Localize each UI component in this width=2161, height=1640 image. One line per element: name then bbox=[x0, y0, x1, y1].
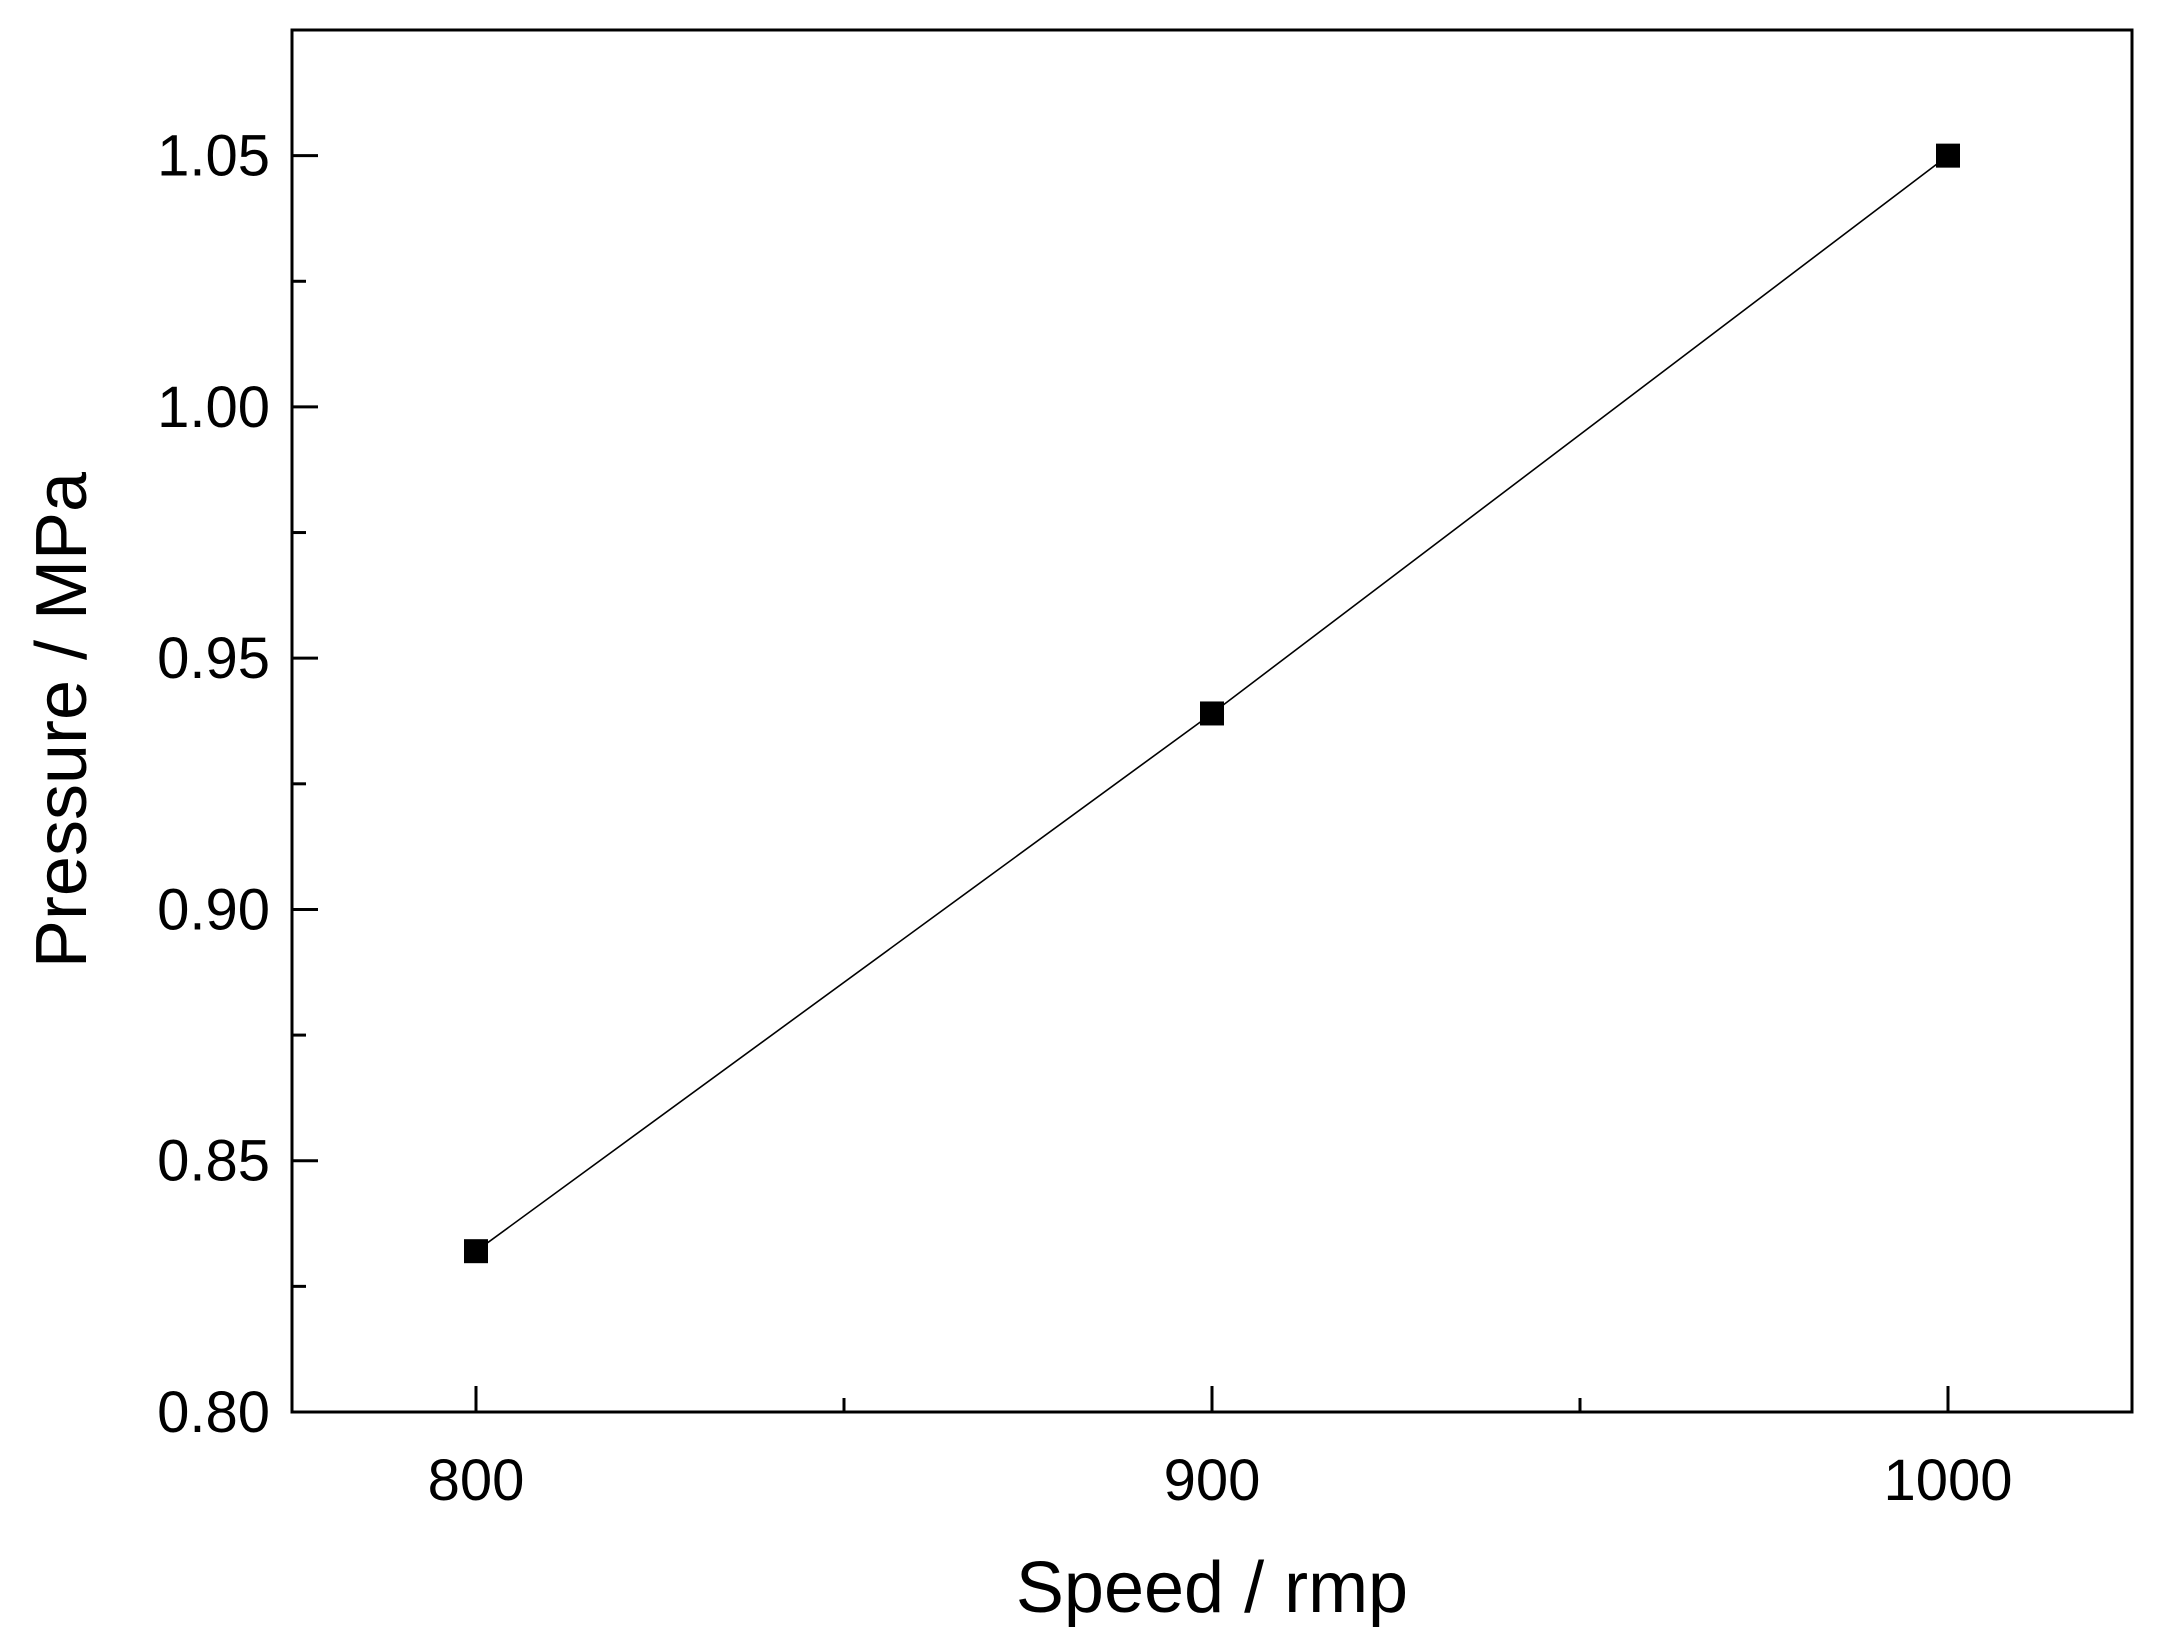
y-tick-label: 1.00 bbox=[157, 375, 270, 440]
x-axis-ticks bbox=[474, 1386, 1950, 1412]
x-axis-title: Speed / rmp bbox=[1016, 1548, 1408, 1628]
y-tick-label: 1.05 bbox=[157, 124, 270, 189]
x-tick-label: 1000 bbox=[1883, 1448, 2012, 1513]
y-tick-label: 0.90 bbox=[157, 877, 270, 942]
y-tick-label: 0.95 bbox=[157, 626, 270, 691]
y-axis-title: Pressure / MPa bbox=[22, 471, 102, 968]
y-tick-label: 0.85 bbox=[157, 1129, 270, 1194]
data-point-marker bbox=[1936, 143, 1960, 168]
x-axis-tick-labels: 800 900 1000 bbox=[428, 1448, 2013, 1513]
series-group bbox=[464, 143, 1960, 1264]
data-point-marker bbox=[464, 1239, 488, 1264]
y-tick-label: 0.80 bbox=[157, 1380, 270, 1445]
data-point-marker bbox=[1200, 701, 1224, 726]
y-axis-ticks bbox=[292, 154, 318, 1414]
x-tick-label: 800 bbox=[428, 1448, 525, 1513]
x-tick-label: 900 bbox=[1164, 1448, 1261, 1513]
y-axis-tick-labels: 0.80 0.85 0.90 0.95 1.00 1.05 bbox=[157, 124, 270, 1445]
